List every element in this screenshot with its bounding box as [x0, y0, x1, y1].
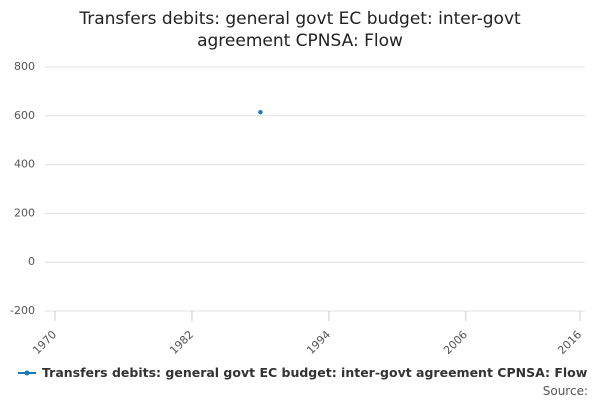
x-tick-label: 2006	[441, 328, 470, 357]
data-point	[258, 109, 263, 115]
x-tick-label: 2016	[555, 328, 584, 357]
y-tick-label: -200	[10, 304, 35, 317]
legend-swatch	[18, 370, 36, 375]
source: Source:	[542, 384, 588, 398]
x-tick-label: 1982	[167, 328, 196, 357]
y-tick-label: 0	[28, 255, 35, 268]
y-tick-label: 800	[14, 60, 35, 73]
y-tick-label: 600	[14, 109, 35, 122]
legend-label: Transfers debits: general govt EC budget…	[42, 365, 588, 380]
legend: Transfers debits: general govt EC budget…	[18, 365, 587, 380]
x-tick-label: 1994	[304, 328, 333, 357]
y-tick-label: 200	[14, 206, 35, 219]
x-tick-label: 1970	[30, 328, 59, 357]
chart-title: Transfers debits: general govt EC budget…	[79, 9, 521, 51]
y-tick-label: 400	[14, 158, 35, 171]
